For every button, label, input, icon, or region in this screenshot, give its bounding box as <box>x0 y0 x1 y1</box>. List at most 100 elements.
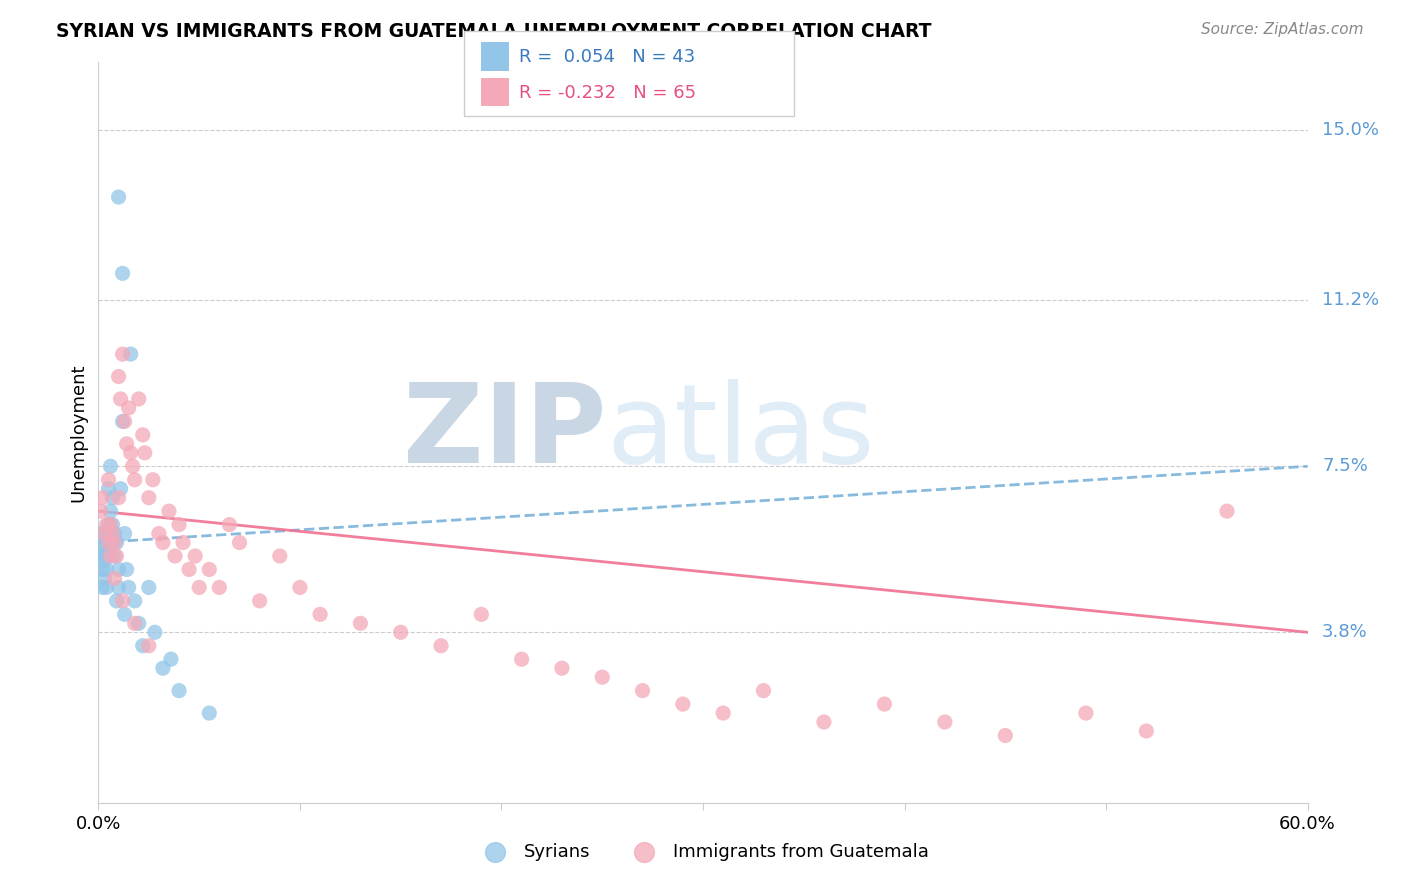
Point <box>103 549 125 563</box>
Point <box>143 625 166 640</box>
Point <box>101 535 124 549</box>
Point <box>188 581 211 595</box>
Point <box>115 437 138 451</box>
Point <box>96 581 118 595</box>
Point <box>142 473 165 487</box>
Point <box>93 526 115 541</box>
Point <box>118 581 141 595</box>
Point <box>249 594 271 608</box>
Point <box>124 473 146 487</box>
Point <box>111 347 134 361</box>
Point <box>228 535 250 549</box>
Point <box>269 549 291 563</box>
Point <box>389 625 412 640</box>
Point <box>107 581 129 595</box>
Point <box>208 581 231 595</box>
Point <box>105 594 128 608</box>
Point <box>163 549 186 563</box>
Point <box>167 517 190 532</box>
Point <box>172 535 194 549</box>
Point <box>101 491 124 505</box>
Text: Source: ZipAtlas.com: Source: ZipAtlas.com <box>1201 22 1364 37</box>
Text: 15.0%: 15.0% <box>1322 120 1379 139</box>
Point <box>114 414 136 428</box>
Point <box>91 491 114 505</box>
Point <box>93 571 115 585</box>
Point <box>132 639 155 653</box>
Point <box>96 562 118 576</box>
Point <box>631 683 654 698</box>
Point <box>100 504 122 518</box>
Point <box>120 446 142 460</box>
Point <box>309 607 332 622</box>
Point <box>103 526 125 541</box>
Point <box>100 549 122 563</box>
Point <box>152 535 174 549</box>
Point <box>672 697 695 711</box>
Point <box>101 526 124 541</box>
Point <box>103 535 125 549</box>
Point <box>111 594 134 608</box>
Point <box>591 670 613 684</box>
Point <box>91 540 114 554</box>
Point <box>96 549 118 563</box>
Point <box>198 706 221 720</box>
Point <box>115 562 138 576</box>
Point <box>100 459 122 474</box>
Text: SYRIAN VS IMMIGRANTS FROM GUATEMALA UNEMPLOYMENT CORRELATION CHART: SYRIAN VS IMMIGRANTS FROM GUATEMALA UNEM… <box>56 22 932 41</box>
Point <box>157 504 180 518</box>
Point <box>128 392 150 406</box>
Point <box>138 581 160 595</box>
Point <box>111 414 134 428</box>
Point <box>124 616 146 631</box>
Point <box>152 661 174 675</box>
Point <box>994 729 1017 743</box>
Text: 3.8%: 3.8% <box>1322 624 1368 641</box>
Point <box>167 683 190 698</box>
Point <box>132 428 155 442</box>
Point <box>114 607 136 622</box>
Point <box>89 549 111 563</box>
Point <box>101 517 124 532</box>
Point <box>934 714 956 729</box>
Text: 7.5%: 7.5% <box>1322 458 1368 475</box>
Point <box>160 652 183 666</box>
Y-axis label: Unemployment: Unemployment <box>69 363 87 502</box>
Point <box>96 517 118 532</box>
Point <box>105 535 128 549</box>
Point <box>198 562 221 576</box>
Point <box>711 706 734 720</box>
Point <box>134 446 156 460</box>
Point <box>510 652 533 666</box>
Point <box>218 517 240 532</box>
Point <box>288 581 311 595</box>
Point <box>121 459 143 474</box>
Point <box>1135 724 1157 739</box>
Text: ZIP: ZIP <box>404 379 606 486</box>
Text: 11.2%: 11.2% <box>1322 292 1379 310</box>
Point <box>873 697 896 711</box>
Point <box>107 491 129 505</box>
Point <box>97 473 120 487</box>
Point <box>91 562 114 576</box>
Point <box>110 392 132 406</box>
Point <box>110 482 132 496</box>
Point <box>551 661 574 675</box>
Point <box>107 190 129 204</box>
Point <box>100 526 122 541</box>
Point <box>114 526 136 541</box>
Point <box>93 535 115 549</box>
Point <box>103 571 125 585</box>
Point <box>97 535 120 549</box>
Point <box>430 639 453 653</box>
Point <box>349 616 371 631</box>
Point <box>148 526 170 541</box>
Point <box>93 553 115 567</box>
Point <box>96 526 118 541</box>
Point <box>111 266 134 280</box>
Point <box>138 639 160 653</box>
Point <box>1074 706 1097 720</box>
Legend: Syrians, Immigrants from Guatemala: Syrians, Immigrants from Guatemala <box>470 836 936 868</box>
Point <box>100 517 122 532</box>
Text: R =  0.054   N = 43: R = 0.054 N = 43 <box>519 48 695 66</box>
